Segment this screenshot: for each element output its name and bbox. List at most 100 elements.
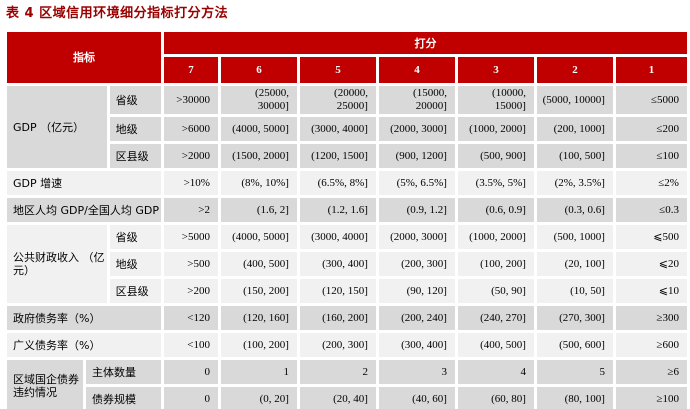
indicator-label: 地区人均 GDP/全国人均 GDP (7, 198, 161, 222)
score-range-cell: 0 (163, 387, 218, 409)
indicator-sublabel: 地级 (109, 252, 161, 276)
score-range-cell: (240, 270] (457, 306, 534, 330)
header-row-levels: 7 6 5 4 3 2 1 (7, 57, 687, 83)
table-header: 指标 打分 7 6 5 4 3 2 1 (7, 32, 687, 83)
score-range-cell: (900, 1200] (378, 144, 455, 168)
score-range-cell: (8%, 10%] (220, 171, 297, 195)
indicator-label: GDP 增速 (7, 171, 161, 195)
score-range-cell: (200, 300] (378, 252, 455, 276)
score-level-7: 7 (163, 57, 218, 83)
score-level-3: 3 (457, 57, 534, 83)
score-range-cell: ≥600 (615, 333, 687, 357)
score-range-cell: (10, 50] (536, 279, 613, 303)
score-range-cell: (5000, 10000] (536, 86, 613, 114)
table-row: GDP （亿元） 省级 >30000 (25000, 30000] (20000, 25… (7, 86, 687, 168)
score-range-cell: >10% (163, 171, 218, 195)
score-range-cell: (80, 100] (536, 387, 613, 409)
table-row: 债券规模 0 (0, 20] (20, 40] (40, 60] (60, 80] (80,… (7, 387, 687, 409)
score-range-cell: (0.3, 0.6] (536, 198, 613, 222)
score-range-cell: (6.5%, 8%] (299, 171, 376, 195)
score-range-cell: ≤100 (615, 144, 687, 168)
score-range-cell: ⩽10 (615, 279, 687, 303)
score-range-cell: (120, 150] (299, 279, 376, 303)
table-row: 区县级 >2000 (1500, 2000] (1200, 1500] (900, 12… (7, 144, 687, 168)
score-level-2: 2 (536, 57, 613, 83)
score-range-cell: (5%, 6.5%] (378, 171, 455, 195)
table-row: 公共财政收入 （亿元） 省级 >5000 (4000, 5000] (3000, 400… (7, 225, 687, 303)
score-range-cell: >6000 (163, 117, 218, 141)
column-header-indicator: 指标 (7, 32, 161, 83)
header-row-top: 指标 打分 (7, 32, 687, 83)
score-range-cell: ≤0.3 (615, 198, 687, 222)
score-range-cell: (60, 80] (457, 387, 534, 409)
score-range-cell: (200, 240] (378, 306, 455, 330)
table-body: GDP （亿元） 省级 >30000 (25000, 30000] (20000, 25… (7, 86, 687, 409)
score-range-cell: ≥100 (615, 387, 687, 409)
score-range-cell: (3000, 4000] (299, 225, 376, 249)
table-row: 地区人均 GDP/全国人均 GDP >2 (1.6, 2] (1.2, 1.6] (0.… (7, 198, 687, 222)
score-range-cell: (25000, 30000] (220, 86, 297, 114)
table-row: 广义债务率（%） <100 (100, 200] (200, 300] (300, 40… (7, 333, 687, 357)
score-range-cell: (4000, 5000] (220, 117, 297, 141)
score-range-cell: 0 (163, 360, 218, 384)
score-range-cell: (4000, 5000] (220, 225, 297, 249)
table-row: GDP 增速 >10% (8%, 10%] (6.5%, 8%] (5%, 6.5%] (… (7, 171, 687, 195)
score-range-cell: (100, 500] (536, 144, 613, 168)
table-row: 区域国企债券违约情况 主体数量 0 1 2 3 4 5 ≥6 (7, 360, 687, 409)
score-range-cell: <100 (163, 333, 218, 357)
score-range-cell: (270, 300] (536, 306, 613, 330)
score-range-cell: >2000 (163, 144, 218, 168)
score-range-cell: (20, 100] (536, 252, 613, 276)
score-range-cell: >200 (163, 279, 218, 303)
score-range-cell: ⩽500 (615, 225, 687, 249)
indicator-label: GDP （亿元） (7, 86, 107, 168)
table-row: 政府债务率（%） <120 (120, 160] (160, 200] (200, 24… (7, 306, 687, 330)
score-range-cell: >500 (163, 252, 218, 276)
score-range-cell: (120, 160] (220, 306, 297, 330)
indicator-sublabel: 省级 (109, 225, 161, 249)
score-range-cell: (1500, 2000] (220, 144, 297, 168)
score-range-cell: (300, 400] (299, 252, 376, 276)
score-range-cell: 2 (299, 360, 376, 384)
score-range-cell: (400, 500] (457, 333, 534, 357)
score-range-cell: (100, 200] (457, 252, 534, 276)
score-range-cell: (1.2, 1.6] (299, 198, 376, 222)
score-range-cell: (200, 1000] (536, 117, 613, 141)
score-range-cell: ≥300 (615, 306, 687, 330)
indicator-label: 公共财政收入 （亿元） (7, 225, 107, 303)
score-range-cell: (500, 900] (457, 144, 534, 168)
score-range-cell: 4 (457, 360, 534, 384)
score-range-cell: >30000 (163, 86, 218, 114)
score-range-cell: (90, 120] (378, 279, 455, 303)
indicator-sublabel: 地级 (109, 117, 161, 141)
score-range-cell: ⩽20 (615, 252, 687, 276)
score-range-cell: (2000, 3000] (378, 225, 455, 249)
score-range-cell: <120 (163, 306, 218, 330)
score-range-cell: (300, 400] (378, 333, 455, 357)
score-range-cell: (400, 500] (220, 252, 297, 276)
score-range-cell: (2000, 3000] (378, 117, 455, 141)
score-range-cell: >2 (163, 198, 218, 222)
table-row: 区县级 >200 (150, 200] (120, 150] (90, 120] (50,… (7, 279, 687, 303)
score-level-1: 1 (615, 57, 687, 83)
score-range-cell: ≥6 (615, 360, 687, 384)
indicator-label: 政府债务率（%） (7, 306, 161, 330)
score-range-cell: 3 (378, 360, 455, 384)
score-range-cell: (40, 60] (378, 387, 455, 409)
score-range-cell: (2%, 3.5%] (536, 171, 613, 195)
score-range-cell: (100, 200] (220, 333, 297, 357)
indicator-sublabel: 债券规模 (86, 387, 161, 409)
indicator-label: 区域国企债券违约情况 (7, 360, 84, 409)
score-range-cell: (500, 1000] (536, 225, 613, 249)
indicator-sublabel: 区县级 (109, 144, 161, 168)
score-range-cell: (0.9, 1.2] (378, 198, 455, 222)
column-header-score: 打分 (163, 32, 687, 55)
scoring-method-table: 指标 打分 7 6 5 4 3 2 1 GDP （亿元） 省级 >30000 (250… (4, 29, 690, 409)
score-range-cell: (500, 600] (536, 333, 613, 357)
score-range-cell: (200, 300] (299, 333, 376, 357)
score-level-5: 5 (299, 57, 376, 83)
score-range-cell: (20000, 25000] (299, 86, 376, 114)
score-range-cell: ≤2% (615, 171, 687, 195)
score-range-cell: (3000, 4000] (299, 117, 376, 141)
score-range-cell: ≤200 (615, 117, 687, 141)
